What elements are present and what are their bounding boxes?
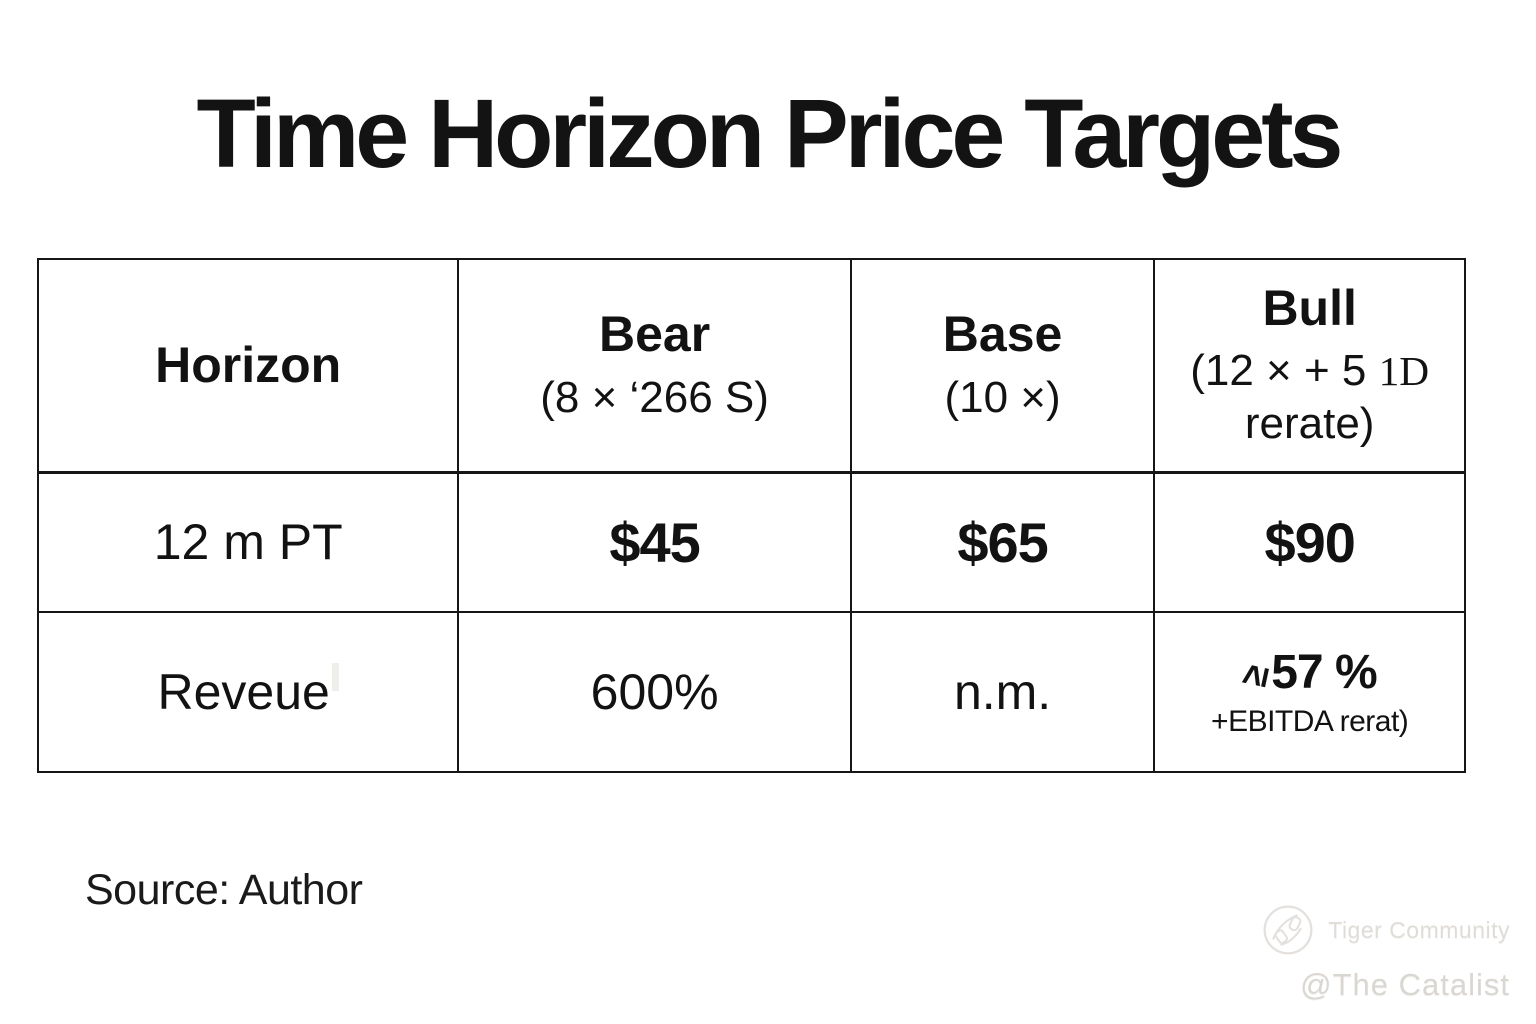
header-base-label: Base xyxy=(942,306,1063,363)
header-bull-subtext: (12 × + 5 1D rerate) xyxy=(1161,345,1458,451)
bull-sub-prefix: (12 × + 5 xyxy=(1190,346,1379,396)
header-bull: Bull (12 × + 5 1D rerate) xyxy=(1153,258,1466,474)
table-header-row: Horizon Bear (8 × ‘266 S) Base (10 ×) Bu… xyxy=(36,258,1466,474)
cell-base-revenue: n.m. xyxy=(849,611,1156,773)
row-label-12m-pt: 12 m PT xyxy=(36,471,460,613)
header-base-subtext: (10 ×) xyxy=(944,372,1061,422)
bull-sub-suffix: rerate) xyxy=(1244,399,1375,448)
table-row-revenue: Reveue 600% n.m. ≥57 % +EBITDA rerat) xyxy=(36,611,1466,773)
bull-revenue-value: ≥57 % xyxy=(1161,645,1458,700)
cell-bear-12m-pt: $45 xyxy=(457,471,852,613)
watermark-community-label: Tiger Community xyxy=(1328,916,1510,943)
source-note: Source: Author xyxy=(85,866,363,914)
cell-bull-revenue: ≥57 % +EBITDA rerat) xyxy=(1153,611,1466,773)
cell-bear-revenue: 600% xyxy=(457,611,852,773)
header-bear: Bear (8 × ‘266 S) xyxy=(457,258,852,474)
header-horizon: Horizon xyxy=(36,258,460,474)
bull-revenue-note: +EBITDA rerat) xyxy=(1211,705,1409,738)
watermark-handle: @The Catalist xyxy=(1300,967,1510,1002)
cell-bull-12m-pt: $90 xyxy=(1153,471,1466,613)
header-bear-label: Bear xyxy=(599,306,711,363)
table-row-12m-pt: 12 m PT $45 $65 $90 xyxy=(36,471,1466,613)
header-bull-label: Bull xyxy=(1262,279,1357,336)
row-label-revenue: Reveue xyxy=(36,611,460,773)
bull-sub-serif: 1D xyxy=(1378,348,1430,395)
watermark-top-row: Tiger Community xyxy=(1260,902,1510,958)
watermark: Tiger Community @The Catalist xyxy=(1260,902,1510,1003)
ghost-artifact xyxy=(331,663,339,691)
header-bear-subtext: (8 × ‘266 S) xyxy=(540,372,769,422)
price-targets-table: Horizon Bear (8 × ‘266 S) Base (10 ×) Bu… xyxy=(36,258,1466,773)
header-base: Base (10 ×) xyxy=(849,258,1156,474)
page-title: Time Horizon Price Targets xyxy=(196,79,1344,188)
tiger-logo-icon xyxy=(1263,905,1313,955)
header-horizon-label: Horizon xyxy=(155,336,342,393)
cell-base-12m-pt: $65 xyxy=(849,471,1156,613)
bull-revenue-percent: 57 % xyxy=(1271,646,1377,699)
row-label-revenue-text: Reveue xyxy=(157,664,330,720)
